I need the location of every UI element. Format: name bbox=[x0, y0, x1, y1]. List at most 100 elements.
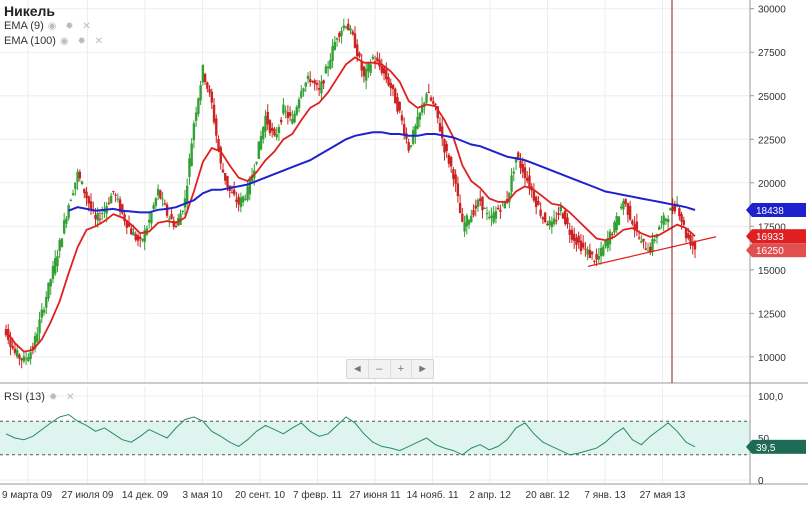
gear-close-icons[interactable]: ✹ ✕ bbox=[48, 391, 78, 403]
scroll-right-button[interactable]: ► bbox=[417, 363, 429, 375]
candle-body bbox=[479, 198, 482, 201]
candle-body bbox=[673, 204, 677, 212]
candle-body bbox=[331, 46, 334, 61]
candle-body bbox=[54, 258, 57, 274]
candle-body bbox=[40, 309, 43, 318]
y-tick-label: 15000 bbox=[758, 266, 786, 277]
candle-body bbox=[646, 250, 650, 252]
ema9-line bbox=[5, 56, 696, 353]
candle-body bbox=[675, 203, 679, 205]
eye-gear-close-icons[interactable]: ◉ ✹ ✕ bbox=[59, 35, 107, 47]
candle-body bbox=[42, 309, 46, 313]
y-tick-label: 12500 bbox=[758, 309, 786, 320]
candle-body bbox=[358, 52, 361, 57]
zoom-in-button[interactable]: + bbox=[391, 360, 413, 378]
candle-body bbox=[653, 239, 656, 241]
candle-body bbox=[548, 220, 551, 226]
candle-body bbox=[678, 208, 681, 217]
candle-body bbox=[112, 191, 115, 193]
candle-body bbox=[208, 89, 211, 93]
y-tick-label: 22500 bbox=[758, 135, 786, 146]
legend-ema100-label: EMA (100) bbox=[4, 35, 56, 47]
chart-title: Никель bbox=[4, 3, 56, 19]
zoom-out-button[interactable]: – bbox=[369, 360, 391, 378]
candle-body bbox=[492, 212, 495, 223]
candle-body bbox=[154, 198, 158, 206]
candle-body bbox=[347, 23, 350, 31]
candle-body bbox=[60, 238, 64, 248]
candle-body bbox=[239, 197, 243, 208]
candle-body bbox=[356, 44, 359, 57]
candle-body bbox=[212, 104, 216, 123]
candle-body bbox=[539, 209, 542, 216]
candle-body bbox=[282, 104, 285, 114]
candle-body bbox=[107, 202, 111, 204]
candle-body bbox=[65, 218, 68, 224]
candle-body bbox=[181, 210, 184, 213]
x-tick-label: 27 июня 11 bbox=[349, 490, 401, 501]
candle-body bbox=[71, 193, 75, 195]
legend-ema9[interactable]: EMA (9) ◉ ✹ ✕ bbox=[4, 20, 94, 32]
candle-body bbox=[277, 127, 281, 134]
candle-body bbox=[432, 101, 435, 104]
candle-body bbox=[626, 203, 630, 216]
candle-body bbox=[13, 348, 17, 353]
candle-body bbox=[514, 157, 518, 163]
candle-body bbox=[546, 223, 549, 226]
candle-body bbox=[590, 251, 594, 255]
scroll-left-button[interactable]: ◄ bbox=[347, 360, 369, 378]
x-tick-label: 20 сент. 10 bbox=[235, 490, 286, 501]
x-tick-label: 9 марта 09 bbox=[2, 490, 52, 501]
candle-body bbox=[255, 161, 258, 164]
candle-body bbox=[472, 210, 475, 216]
candle-body bbox=[143, 230, 146, 242]
candle-body bbox=[584, 248, 587, 250]
candle-body bbox=[628, 205, 632, 220]
candle-body bbox=[521, 164, 524, 173]
candle-body bbox=[69, 200, 73, 202]
candle-body bbox=[622, 201, 625, 210]
candle-body bbox=[465, 215, 469, 227]
candle-body bbox=[461, 213, 464, 222]
x-tick-label: 2 апр. 12 bbox=[469, 490, 511, 501]
legend-ema100[interactable]: EMA (100) ◉ ✹ ✕ bbox=[4, 35, 106, 47]
candle-body bbox=[687, 233, 690, 239]
candle-body bbox=[311, 80, 314, 83]
candle-body bbox=[38, 319, 41, 334]
candle-body bbox=[684, 228, 688, 239]
y-tick-label: 20000 bbox=[758, 179, 786, 190]
candle-body bbox=[564, 210, 567, 225]
candle-body bbox=[217, 139, 220, 151]
candle-body bbox=[398, 101, 401, 111]
candle-body bbox=[188, 158, 191, 177]
candle-body bbox=[617, 216, 621, 225]
candle-body bbox=[416, 116, 419, 129]
candle-body bbox=[62, 220, 66, 234]
candle-body bbox=[420, 104, 424, 113]
candle-body bbox=[454, 174, 457, 184]
candle-body bbox=[436, 106, 439, 119]
candle-body bbox=[568, 229, 571, 235]
candle-body bbox=[326, 66, 330, 69]
candle-body bbox=[487, 217, 491, 219]
candle-body bbox=[496, 207, 500, 210]
price-tag-label: 18438 bbox=[756, 206, 784, 217]
candle-body bbox=[561, 213, 565, 219]
eye-gear-close-icons[interactable]: ◉ ✹ ✕ bbox=[47, 20, 94, 32]
candle-body bbox=[380, 65, 384, 73]
candle-body bbox=[640, 240, 643, 243]
legend-rsi[interactable]: RSI (13) ✹ ✕ bbox=[4, 391, 78, 403]
candle-body bbox=[400, 115, 404, 121]
candle-body bbox=[215, 118, 218, 136]
candle-body bbox=[174, 225, 178, 227]
candle-body bbox=[364, 68, 368, 81]
price-tag-arrow bbox=[746, 202, 752, 217]
candle-body bbox=[74, 182, 77, 190]
candle-body bbox=[615, 215, 618, 230]
candle-body bbox=[36, 333, 39, 342]
candle-body bbox=[313, 80, 316, 84]
candle-body bbox=[434, 103, 437, 106]
candle-body bbox=[248, 178, 252, 195]
candle-body bbox=[134, 234, 137, 240]
candle-body bbox=[494, 211, 498, 219]
